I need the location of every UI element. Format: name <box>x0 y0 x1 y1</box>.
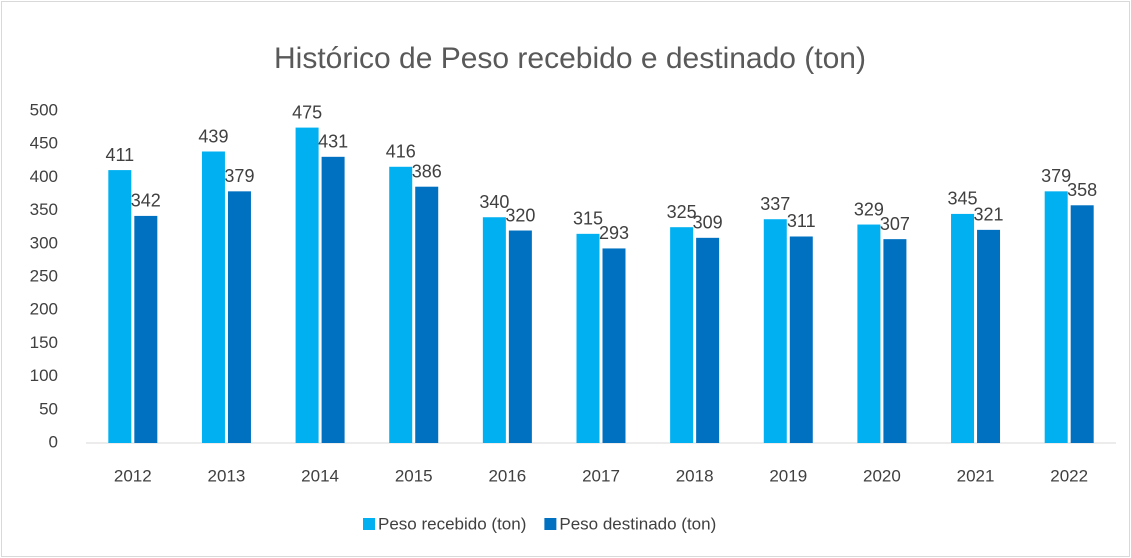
bar <box>134 215 158 443</box>
bar <box>482 217 506 443</box>
data-label: 309 <box>693 213 723 233</box>
data-label: 315 <box>573 209 603 229</box>
x-tick-label: 2016 <box>488 466 526 485</box>
data-label: 337 <box>760 194 790 214</box>
bar <box>696 237 720 443</box>
bar <box>789 236 813 443</box>
y-tick-label: 50 <box>39 399 58 418</box>
bar <box>108 170 132 443</box>
data-label: 431 <box>318 132 348 152</box>
bar <box>883 239 907 443</box>
data-label: 475 <box>292 102 322 122</box>
x-tick-label: 2020 <box>863 466 901 485</box>
bar <box>576 233 600 443</box>
data-label: 379 <box>224 166 254 186</box>
bar <box>201 151 225 443</box>
data-label: 379 <box>1041 166 1071 186</box>
y-tick-label: 100 <box>30 366 58 385</box>
bar <box>1070 205 1094 443</box>
legend-label: Peso recebido (ton) <box>378 514 526 533</box>
legend-swatch <box>544 518 557 530</box>
x-tick-label: 2014 <box>301 466 339 485</box>
data-label: 439 <box>198 126 228 146</box>
bar <box>227 191 251 443</box>
legend-swatch <box>363 518 375 530</box>
data-label: 325 <box>667 202 697 222</box>
bar <box>389 166 413 443</box>
y-tick-label: 350 <box>30 200 58 219</box>
bar <box>670 227 694 443</box>
data-label: 340 <box>479 192 509 212</box>
y-tick-label: 300 <box>30 233 58 252</box>
y-tick-label: 250 <box>30 266 58 285</box>
x-tick-label: 2012 <box>114 466 152 485</box>
y-tick-label: 450 <box>30 134 58 153</box>
bar <box>857 224 881 443</box>
data-label: 416 <box>386 142 416 162</box>
data-label: 329 <box>854 199 884 219</box>
x-tick-label: 2018 <box>676 466 714 485</box>
x-tick-label: 2017 <box>582 466 620 485</box>
chart-title: Histórico de Peso recebido e destinado (… <box>274 42 866 75</box>
bar <box>508 230 532 443</box>
bar <box>1044 191 1068 443</box>
data-label: 321 <box>974 205 1004 225</box>
x-tick-label: 2015 <box>395 466 433 485</box>
y-tick-label: 200 <box>30 300 58 319</box>
bar <box>415 186 439 444</box>
data-label: 386 <box>412 161 442 181</box>
bar <box>602 248 626 443</box>
bar <box>763 219 787 443</box>
data-label: 345 <box>948 189 978 209</box>
x-tick-label: 2022 <box>1050 466 1088 485</box>
x-tick-label: 2019 <box>769 466 807 485</box>
data-label: 411 <box>105 145 134 165</box>
bar <box>321 156 345 444</box>
y-tick-label: 150 <box>30 333 58 352</box>
data-label: 320 <box>505 205 535 225</box>
data-label: 311 <box>787 211 816 231</box>
data-label: 307 <box>880 214 910 234</box>
bar <box>977 229 1001 443</box>
bar <box>951 213 975 443</box>
y-tick-label: 400 <box>30 167 58 186</box>
x-tick-label: 2013 <box>208 466 246 485</box>
legend-label: Peso destinado (ton) <box>559 514 716 533</box>
y-tick-label: 0 <box>49 432 58 451</box>
bar <box>295 127 319 443</box>
x-tick-label: 2021 <box>957 466 995 485</box>
data-label: 342 <box>131 191 161 211</box>
data-label: 293 <box>599 223 629 243</box>
data-label: 358 <box>1067 180 1097 200</box>
y-tick-label: 500 <box>30 100 58 119</box>
